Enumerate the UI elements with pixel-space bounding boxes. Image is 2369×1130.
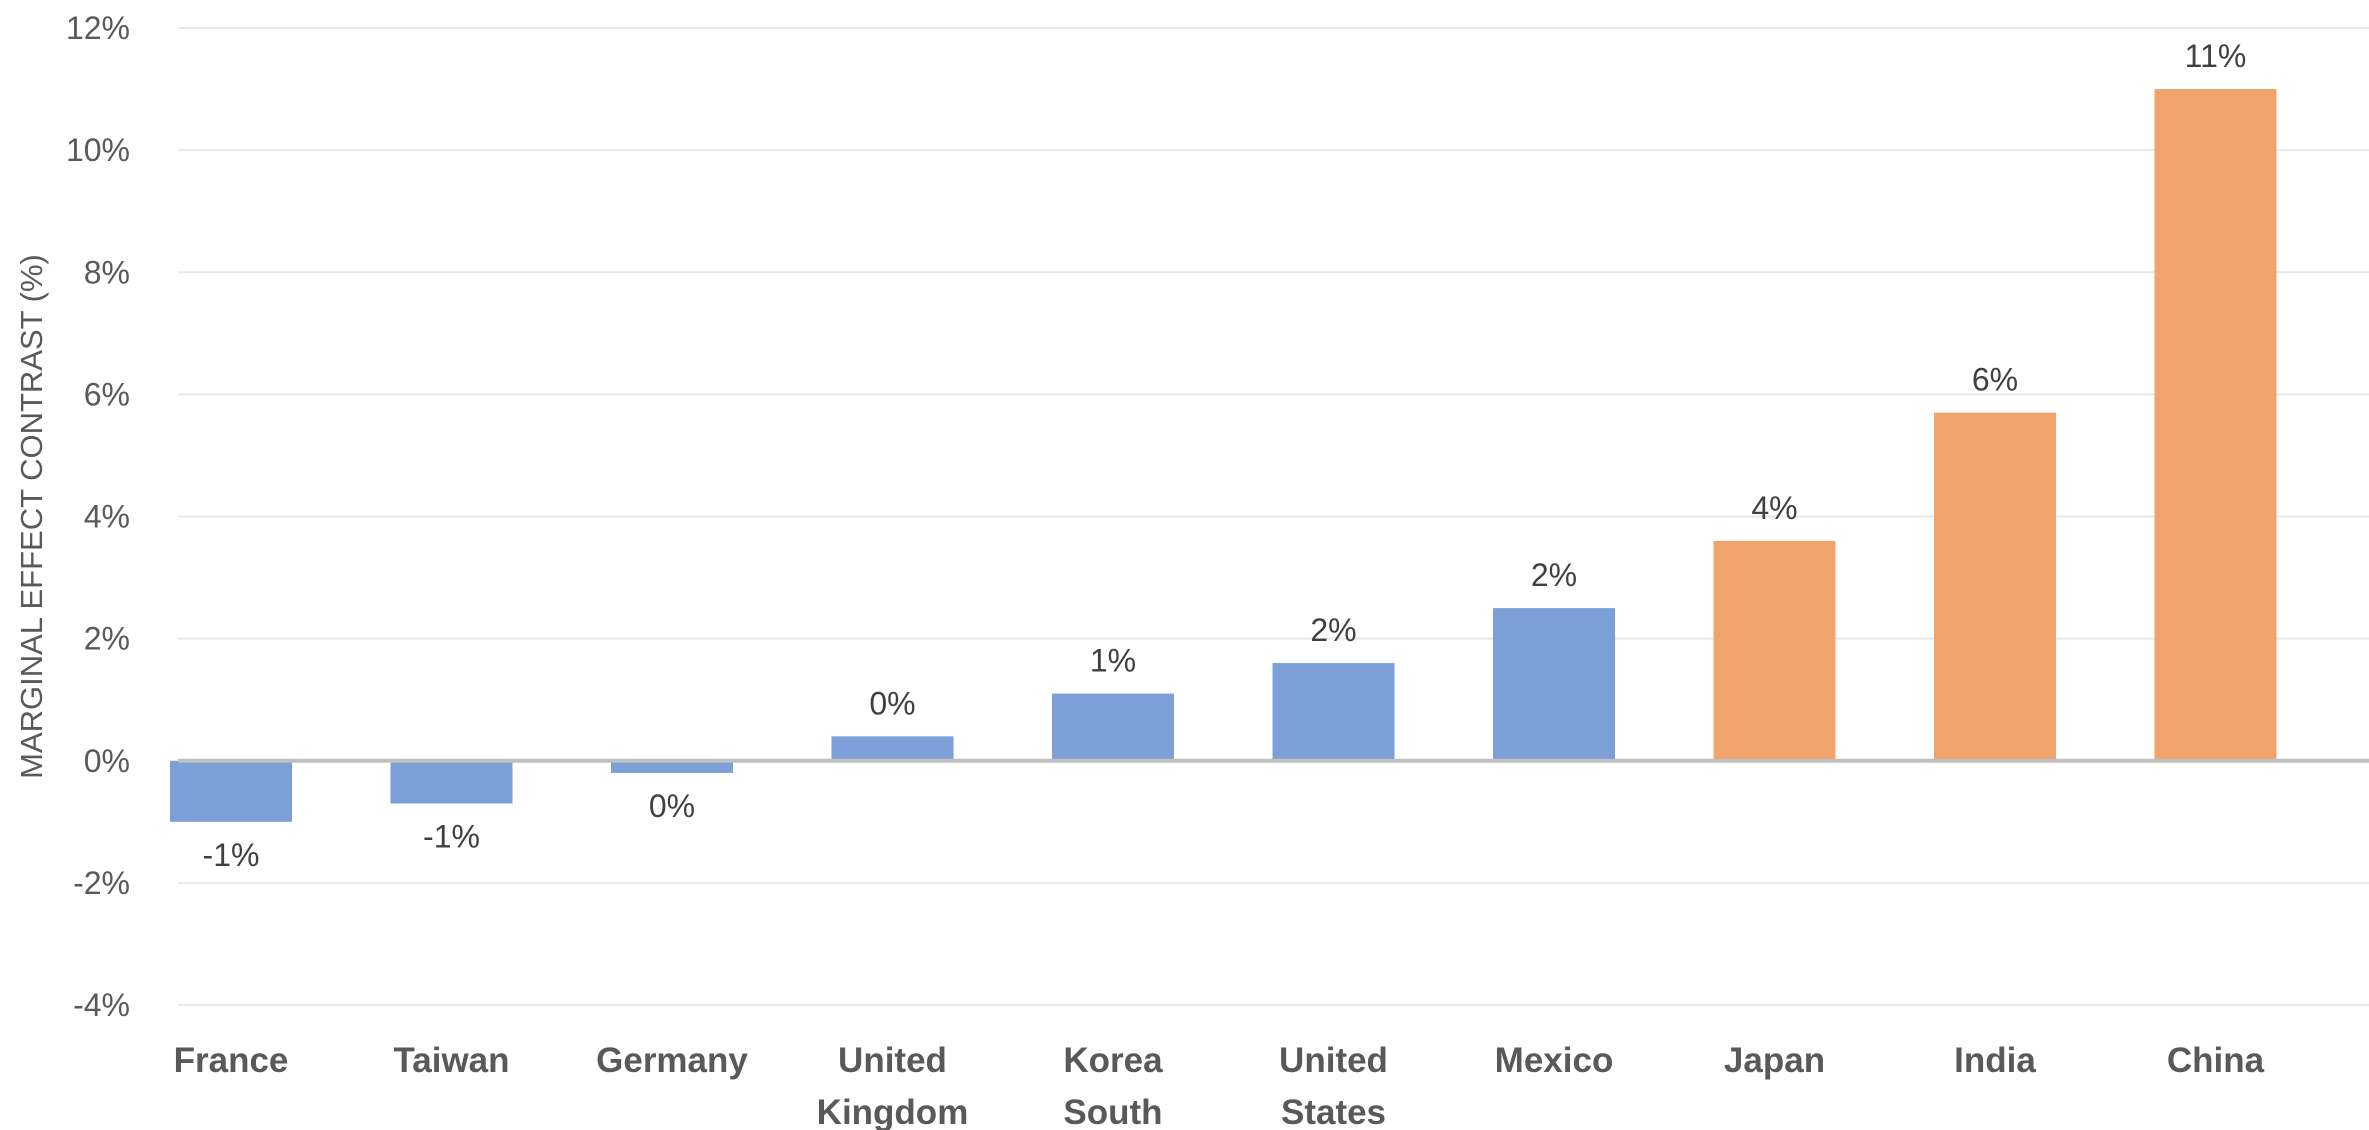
category-label: India bbox=[1954, 1041, 2036, 1080]
bar bbox=[1934, 412, 2056, 761]
y-tick-label: 12% bbox=[66, 10, 130, 46]
data-label: -1% bbox=[423, 818, 480, 854]
y-tick-label: 10% bbox=[66, 132, 130, 168]
bar bbox=[831, 736, 954, 761]
data-label: 11% bbox=[2185, 38, 2247, 74]
data-label: -1% bbox=[203, 837, 260, 873]
category-label: United bbox=[1279, 1041, 1388, 1080]
category-label: China bbox=[2167, 1041, 2265, 1080]
y-tick-label: -4% bbox=[73, 987, 130, 1023]
data-label: 2% bbox=[1531, 557, 1577, 593]
bar bbox=[1493, 608, 1615, 761]
data-label: 6% bbox=[1972, 362, 2018, 398]
data-label: 0% bbox=[869, 685, 915, 721]
y-axis-title: MARGINAL EFFECT CONTRAST (%) bbox=[14, 254, 49, 779]
y-tick-label: 0% bbox=[84, 743, 130, 779]
category-label: Kingdom bbox=[817, 1093, 969, 1130]
category-label: Mexico bbox=[1495, 1041, 1614, 1080]
data-label: 4% bbox=[1751, 490, 1797, 526]
labels: -4% -2% 0% 2% 4% 6% 8% 10% 12% -1% France -1% Taiwan… bbox=[66, 10, 2265, 1130]
bar bbox=[2154, 89, 2277, 761]
bar bbox=[611, 760, 733, 773]
bar bbox=[1052, 693, 1174, 761]
y-tick-label: 4% bbox=[84, 499, 130, 535]
category-label: South bbox=[1063, 1093, 1162, 1130]
category-label: United bbox=[838, 1041, 947, 1080]
data-label: 2% bbox=[1310, 612, 1356, 648]
bar bbox=[390, 760, 513, 804]
category-label: States bbox=[1281, 1093, 1386, 1130]
y-tick-label: 8% bbox=[84, 254, 130, 290]
bar bbox=[1713, 540, 1836, 761]
bar bbox=[170, 760, 292, 822]
data-label: 0% bbox=[649, 788, 695, 824]
bar bbox=[1272, 663, 1395, 761]
category-label: France bbox=[174, 1041, 289, 1080]
y-tick-label: -2% bbox=[73, 865, 130, 901]
y-tick-label: 2% bbox=[84, 621, 130, 657]
category-label: Japan bbox=[1724, 1041, 1825, 1080]
data-label: 1% bbox=[1090, 643, 1136, 679]
bars bbox=[170, 89, 2277, 822]
category-label: Korea bbox=[1063, 1041, 1163, 1080]
category-label: Germany bbox=[596, 1041, 748, 1080]
gridlines bbox=[178, 27, 2369, 1006]
category-label: Taiwan bbox=[393, 1041, 509, 1080]
y-tick-label: 6% bbox=[84, 376, 130, 412]
